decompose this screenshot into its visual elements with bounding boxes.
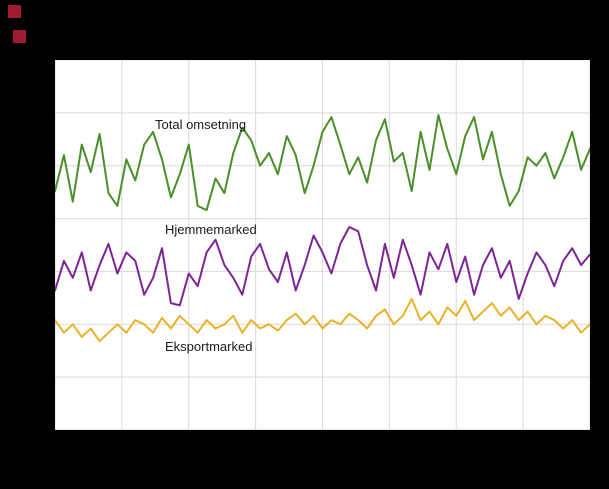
- series-label-total-omsetning: Total omsetning: [155, 117, 247, 132]
- logo-square-top: [8, 5, 21, 18]
- series-label-hjemmemarked: Hjemmemarked: [165, 222, 257, 237]
- logo-square-bottom: [13, 30, 26, 43]
- series-line-hjemmemarked: [55, 226, 590, 307]
- series-label-eksportmarked: Eksportmarked: [165, 339, 253, 354]
- series-line-total-omsetning: [55, 114, 590, 212]
- series-line-eksportmarked: [55, 297, 590, 343]
- plot-area: Total omsetning Hjemmemarked Eksportmark…: [55, 60, 590, 430]
- line-chart-svg: [55, 60, 590, 430]
